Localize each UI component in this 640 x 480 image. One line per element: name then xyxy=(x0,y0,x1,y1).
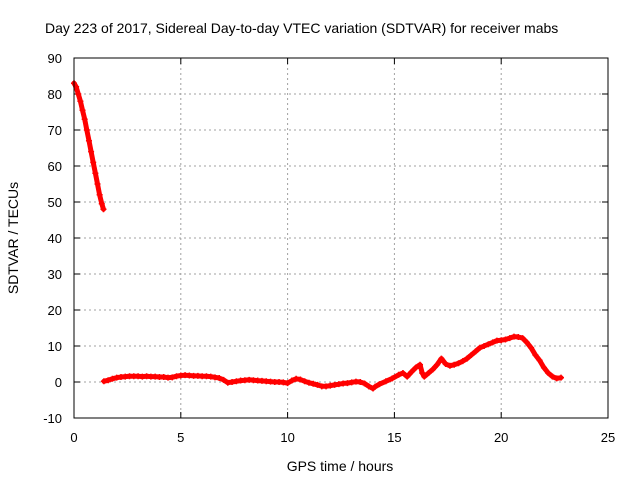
data-point xyxy=(83,127,90,133)
data-point xyxy=(88,148,95,155)
data-point xyxy=(515,334,522,340)
data-point xyxy=(372,383,379,390)
data-point xyxy=(434,361,441,368)
data-point xyxy=(365,383,372,390)
y-tick-label: 80 xyxy=(48,87,62,102)
data-point xyxy=(92,170,99,177)
data-point xyxy=(389,375,396,382)
data-point xyxy=(216,375,223,382)
data-point xyxy=(419,370,426,376)
data-point xyxy=(100,378,107,385)
y-tick-label: 20 xyxy=(48,303,62,318)
y-tick-label: 60 xyxy=(48,159,62,174)
data-point xyxy=(502,336,509,343)
data-point xyxy=(100,206,107,213)
x-tick-label: 10 xyxy=(280,430,294,445)
x-tick-label: 25 xyxy=(601,430,615,445)
data-point xyxy=(442,361,449,367)
data-point xyxy=(376,381,383,388)
data-point xyxy=(446,362,453,369)
data-point xyxy=(468,352,475,358)
data-point xyxy=(357,379,364,385)
y-tick-label: 50 xyxy=(48,195,62,210)
data-point xyxy=(310,380,317,387)
y-tick-label: 30 xyxy=(48,267,62,282)
data-point xyxy=(81,116,88,123)
data-point xyxy=(540,364,547,371)
data-point xyxy=(85,137,92,144)
data-point xyxy=(481,343,488,349)
data-point xyxy=(425,370,432,376)
axis-ticks: 0 5 10 15 20 25 -10 0 10 20 30 40 50 60 70 80 90 xyxy=(43,51,615,445)
data-point xyxy=(459,358,466,365)
data-point xyxy=(395,371,402,378)
data-point xyxy=(361,380,368,387)
data-point xyxy=(429,366,436,373)
x-axis-label: GPS time / hours xyxy=(287,458,394,474)
data-point xyxy=(549,373,556,380)
y-tick-label: -10 xyxy=(43,411,62,426)
data-point xyxy=(485,341,492,348)
data-point xyxy=(109,375,116,382)
x-tick-label: 15 xyxy=(387,430,401,445)
data-point xyxy=(399,370,406,376)
data-point xyxy=(404,373,411,380)
data-point xyxy=(94,181,101,187)
x-tick-label: 5 xyxy=(177,430,184,445)
data-point xyxy=(417,361,424,368)
data-point xyxy=(382,378,389,385)
data-point xyxy=(105,377,112,384)
data-point xyxy=(284,380,291,387)
data-point xyxy=(90,159,97,166)
data-point xyxy=(558,374,565,381)
y-axis-label: SDTVAR / TECUs xyxy=(5,182,21,294)
data-point xyxy=(408,368,415,375)
chart-title: Day 223 of 2017, Sidereal Day-to-day VTE… xyxy=(45,20,558,36)
y-tick-label: 40 xyxy=(48,231,62,246)
data-point xyxy=(476,344,483,351)
data-point xyxy=(77,98,84,105)
data-point xyxy=(464,355,471,362)
data-point xyxy=(79,107,86,114)
data-point xyxy=(297,376,304,383)
y-tick-label: 10 xyxy=(48,339,62,354)
data-point xyxy=(412,364,419,371)
data-point xyxy=(438,355,445,362)
data-point xyxy=(506,335,513,342)
data-point xyxy=(489,339,496,346)
data-point xyxy=(545,370,552,376)
data-point xyxy=(98,200,105,207)
data-point xyxy=(220,376,227,383)
data-point xyxy=(536,357,543,364)
data-point xyxy=(421,373,428,380)
x-tick-label: 0 xyxy=(70,430,77,445)
data-point xyxy=(96,191,103,198)
y-tick-label: 70 xyxy=(48,123,62,138)
plot-frame xyxy=(73,57,609,419)
data-point xyxy=(288,377,295,384)
data-point xyxy=(523,339,530,346)
data-point xyxy=(472,348,479,355)
data-point xyxy=(314,381,321,388)
data-point xyxy=(532,352,539,358)
series-trace xyxy=(71,80,106,212)
data-point xyxy=(519,335,526,342)
data-point xyxy=(169,374,176,381)
data-point xyxy=(305,379,312,386)
data-point xyxy=(301,378,308,385)
y-tick-label: 90 xyxy=(48,51,62,66)
data-series xyxy=(71,80,565,392)
data-point xyxy=(75,91,82,97)
data-point xyxy=(451,361,458,368)
grid xyxy=(74,58,608,418)
x-tick-label: 20 xyxy=(494,430,508,445)
data-point xyxy=(455,360,462,367)
data-point xyxy=(528,344,535,351)
y-tick-label: 0 xyxy=(55,375,62,390)
